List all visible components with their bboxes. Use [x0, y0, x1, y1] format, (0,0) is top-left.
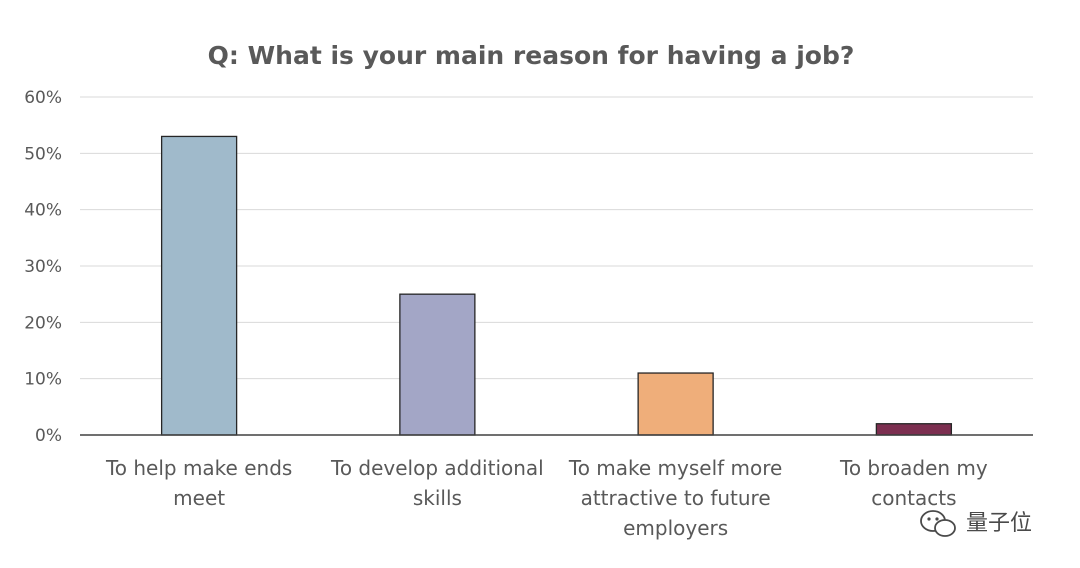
watermark: 量子位 [920, 510, 1032, 537]
gridlines [80, 96, 1033, 380]
x-category-label: employers [623, 516, 728, 540]
x-category-label: contacts [871, 486, 956, 510]
y-tick-label: 50% [24, 144, 62, 164]
y-tick-label: 30% [24, 257, 62, 277]
y-tick-label: 20% [24, 313, 62, 333]
bar [637, 372, 714, 436]
x-category-label: To develop additional [330, 456, 544, 480]
chart-title: Q: What is your main reason for having a… [208, 41, 855, 70]
y-axis-ticks: 0% 10% 20% 30% 40% 50% 60% [24, 88, 62, 446]
x-category-label: skills [413, 486, 462, 510]
y-tick-label: 60% [24, 88, 62, 108]
x-category-label: meet [173, 486, 225, 510]
x-category-label: To make myself more [568, 456, 783, 480]
x-category-label: attractive to future [581, 486, 771, 510]
x-axis-categories: To help make ends meet To develop addition… [105, 456, 988, 540]
watermark-text: 量子位 [966, 511, 1032, 536]
y-tick-label: 40% [24, 201, 62, 221]
y-tick-label: 0% [35, 426, 62, 446]
x-category-label: To broaden my [839, 456, 988, 480]
bar [160, 135, 238, 436]
bars [160, 135, 953, 436]
y-tick-label: 10% [24, 370, 62, 390]
wechat-icon [920, 510, 956, 537]
bar [399, 293, 476, 436]
bar [875, 423, 953, 436]
x-category-label: To help make ends [105, 456, 292, 480]
